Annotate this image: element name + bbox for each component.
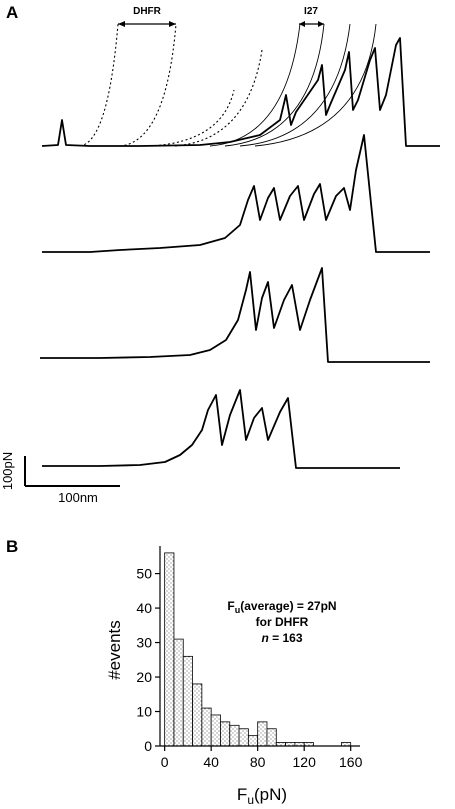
annotation: Fu(average) = 27pN for DHFR n = 163 [227,599,336,645]
dhfr-label: DHFR [133,6,162,17]
dhfr-fit-3 [149,89,235,147]
y-tick-label: 10 [136,704,152,720]
histogram-bar [201,707,212,747]
panel-a: A DHFR I27 [0,3,440,505]
histogram-bar [247,735,259,747]
y-tick-label: 50 [136,566,152,582]
trace-4 [42,389,400,469]
panel-b-label: B [6,537,18,556]
annotation-line-1: Fu(average) = 27pN [227,599,336,615]
histogram-bar [164,552,175,747]
histogram-bar [210,714,221,747]
histogram-bar [238,728,249,747]
dhfr-wlc-fits [79,23,263,147]
trace-1 [41,37,440,147]
i27-marker: I27 [299,6,324,27]
i27-fit-3 [239,23,351,147]
panel-a-label: A [6,3,18,22]
dhfr-marker: DHFR [118,6,176,27]
trace-3 [40,267,430,363]
histogram-bar [192,683,203,747]
histogram-bar [257,721,268,747]
dhfr-fit-2 [119,23,177,147]
histogram-bar [220,721,231,747]
i27-fit-4 [254,23,377,147]
panel-b: B 0 10 20 30 40 50 0 40 80 120 160 Fu(average) = 2… [6,537,363,807]
scale-distance-label: 100nm [58,490,98,505]
histogram-bar [182,655,193,747]
x-axis-label: Fu(pN) [237,785,287,807]
dhfr-fit-1 [79,23,119,147]
x-tick-label: 0 [161,754,169,770]
histogram-bar [173,638,184,747]
x-tick-label: 160 [339,754,363,770]
scale-bar: 100pN 100nm [0,452,120,505]
dhfr-fit-4 [174,49,263,147]
i27-fit-1 [209,23,301,147]
annotation-line-3: n = 163 [261,631,302,645]
x-tick-label: 40 [203,754,219,770]
i27-arrowhead-left [299,21,305,27]
y-tick-label: 0 [144,738,152,754]
y-tick-label: 20 [136,669,152,685]
histogram: 0 10 20 30 40 50 0 40 80 120 160 [136,546,363,770]
dhfr-arrowhead-right [169,21,176,27]
annotation-line-2: for DHFR [256,615,309,629]
trace-2 [42,134,430,253]
i27-fit-2 [224,23,325,147]
scale-force-label: 100pN [0,452,15,490]
i27-arrowhead-right [318,21,324,27]
histogram-bar [266,728,277,747]
dhfr-arrowhead-left [118,21,125,27]
i27-label: I27 [304,6,318,17]
x-tick-label: 120 [293,754,317,770]
y-axis-label: #events [105,620,124,680]
x-tick-label: 80 [250,754,266,770]
histogram-bar [229,724,240,747]
force-traces [40,37,440,469]
y-tick-label: 30 [136,635,152,651]
y-tick-label: 40 [136,600,152,616]
